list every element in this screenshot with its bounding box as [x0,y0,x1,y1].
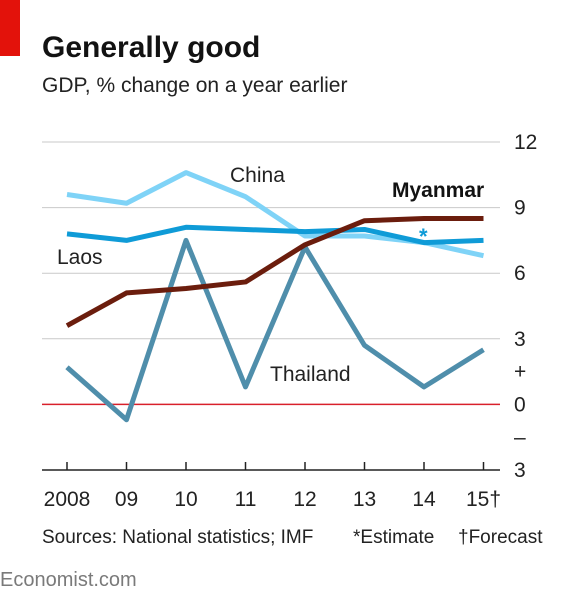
x-tick-label: 09 [115,488,138,511]
y-tick-label: 0 [514,393,526,416]
grid-lines: 12 9 6 3 +0 – 3 [42,131,537,482]
series-label-laos: Laos [57,246,103,269]
x-tick-label: 2008 [44,488,91,511]
y-tick-label: 6 [514,262,526,285]
x-tick-label: 14 [412,488,436,511]
series-lines [65,170,485,423]
series-label-thailand: Thailand [270,363,351,386]
y-tick-label: – [514,426,526,449]
x-axis: 2008 09 10 11 12 13 14 15† [44,462,501,511]
estimate-note: *Estimate [353,527,434,548]
x-tick-label: 11 [235,488,257,511]
y-tick-label: 3 [514,328,526,351]
x-tick-label: 15† [466,488,501,511]
accent-bar [0,0,20,56]
series-line-myanmar [65,216,484,328]
y-tick-label: + [514,361,526,384]
brand-logo: Economist.com [0,569,137,591]
y-tick-label: 3 [514,459,526,482]
series-line-thailand [65,237,485,423]
x-tick-label: 12 [293,488,316,511]
x-tick-label: 10 [174,488,197,511]
y-tick-label: 9 [514,197,526,220]
estimate-asterisk: * [419,224,428,249]
chart-title: Generally good [42,31,260,64]
sources-note: Sources: National statistics; IMF [42,527,313,548]
x-tick-label: 13 [353,488,376,511]
series-label-china: China [230,164,285,187]
series-line-laos [66,224,484,246]
chart-subtitle: GDP, % change on a year earlier [42,74,347,97]
y-tick-label: 12 [514,131,537,154]
forecast-note: †Forecast [458,527,543,548]
series-label-myanmar: Myanmar [392,179,484,202]
series-labels: China Laos Myanmar Thailand * [57,164,484,386]
